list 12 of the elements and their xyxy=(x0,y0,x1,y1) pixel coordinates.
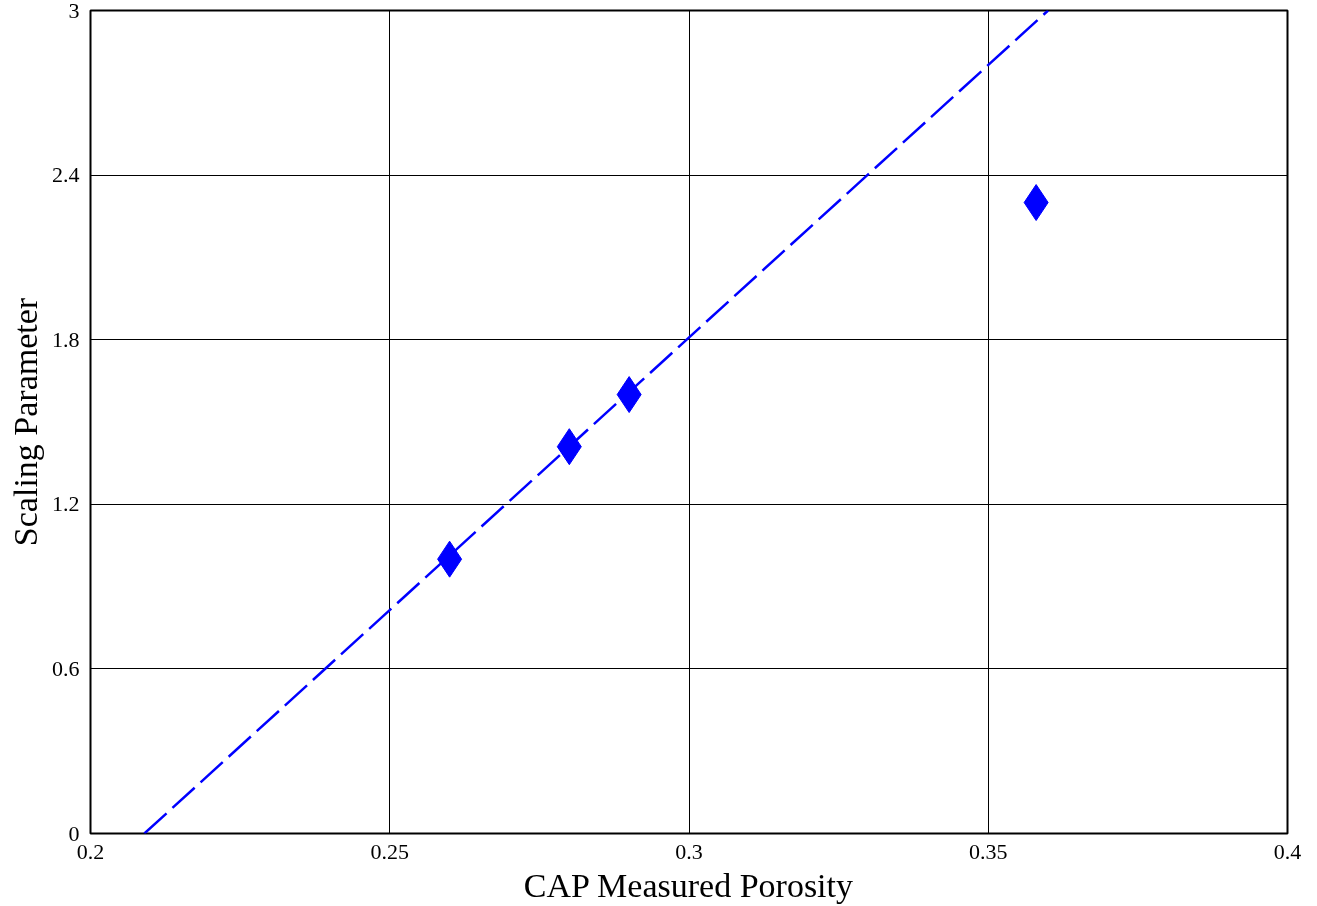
x-tick-label: 0.3 xyxy=(675,838,703,864)
y-tick-label: 3 xyxy=(68,0,80,23)
y-tick-label: 0.6 xyxy=(52,655,80,681)
y-tick-label: 2.4 xyxy=(52,162,80,188)
x-tick-label: 0.25 xyxy=(370,838,409,864)
x-tick-label: 0.4 xyxy=(1273,838,1302,864)
y-tick-label: 0 xyxy=(68,820,80,846)
y-tick-label: 1.8 xyxy=(52,326,80,352)
y-axis-title: Scaling Parameter xyxy=(7,297,44,547)
y-tick-label: 1.2 xyxy=(52,491,80,517)
x-tick-label: 0.35 xyxy=(969,838,1008,864)
x-axis-title: CAP Measured Porosity xyxy=(523,866,854,904)
